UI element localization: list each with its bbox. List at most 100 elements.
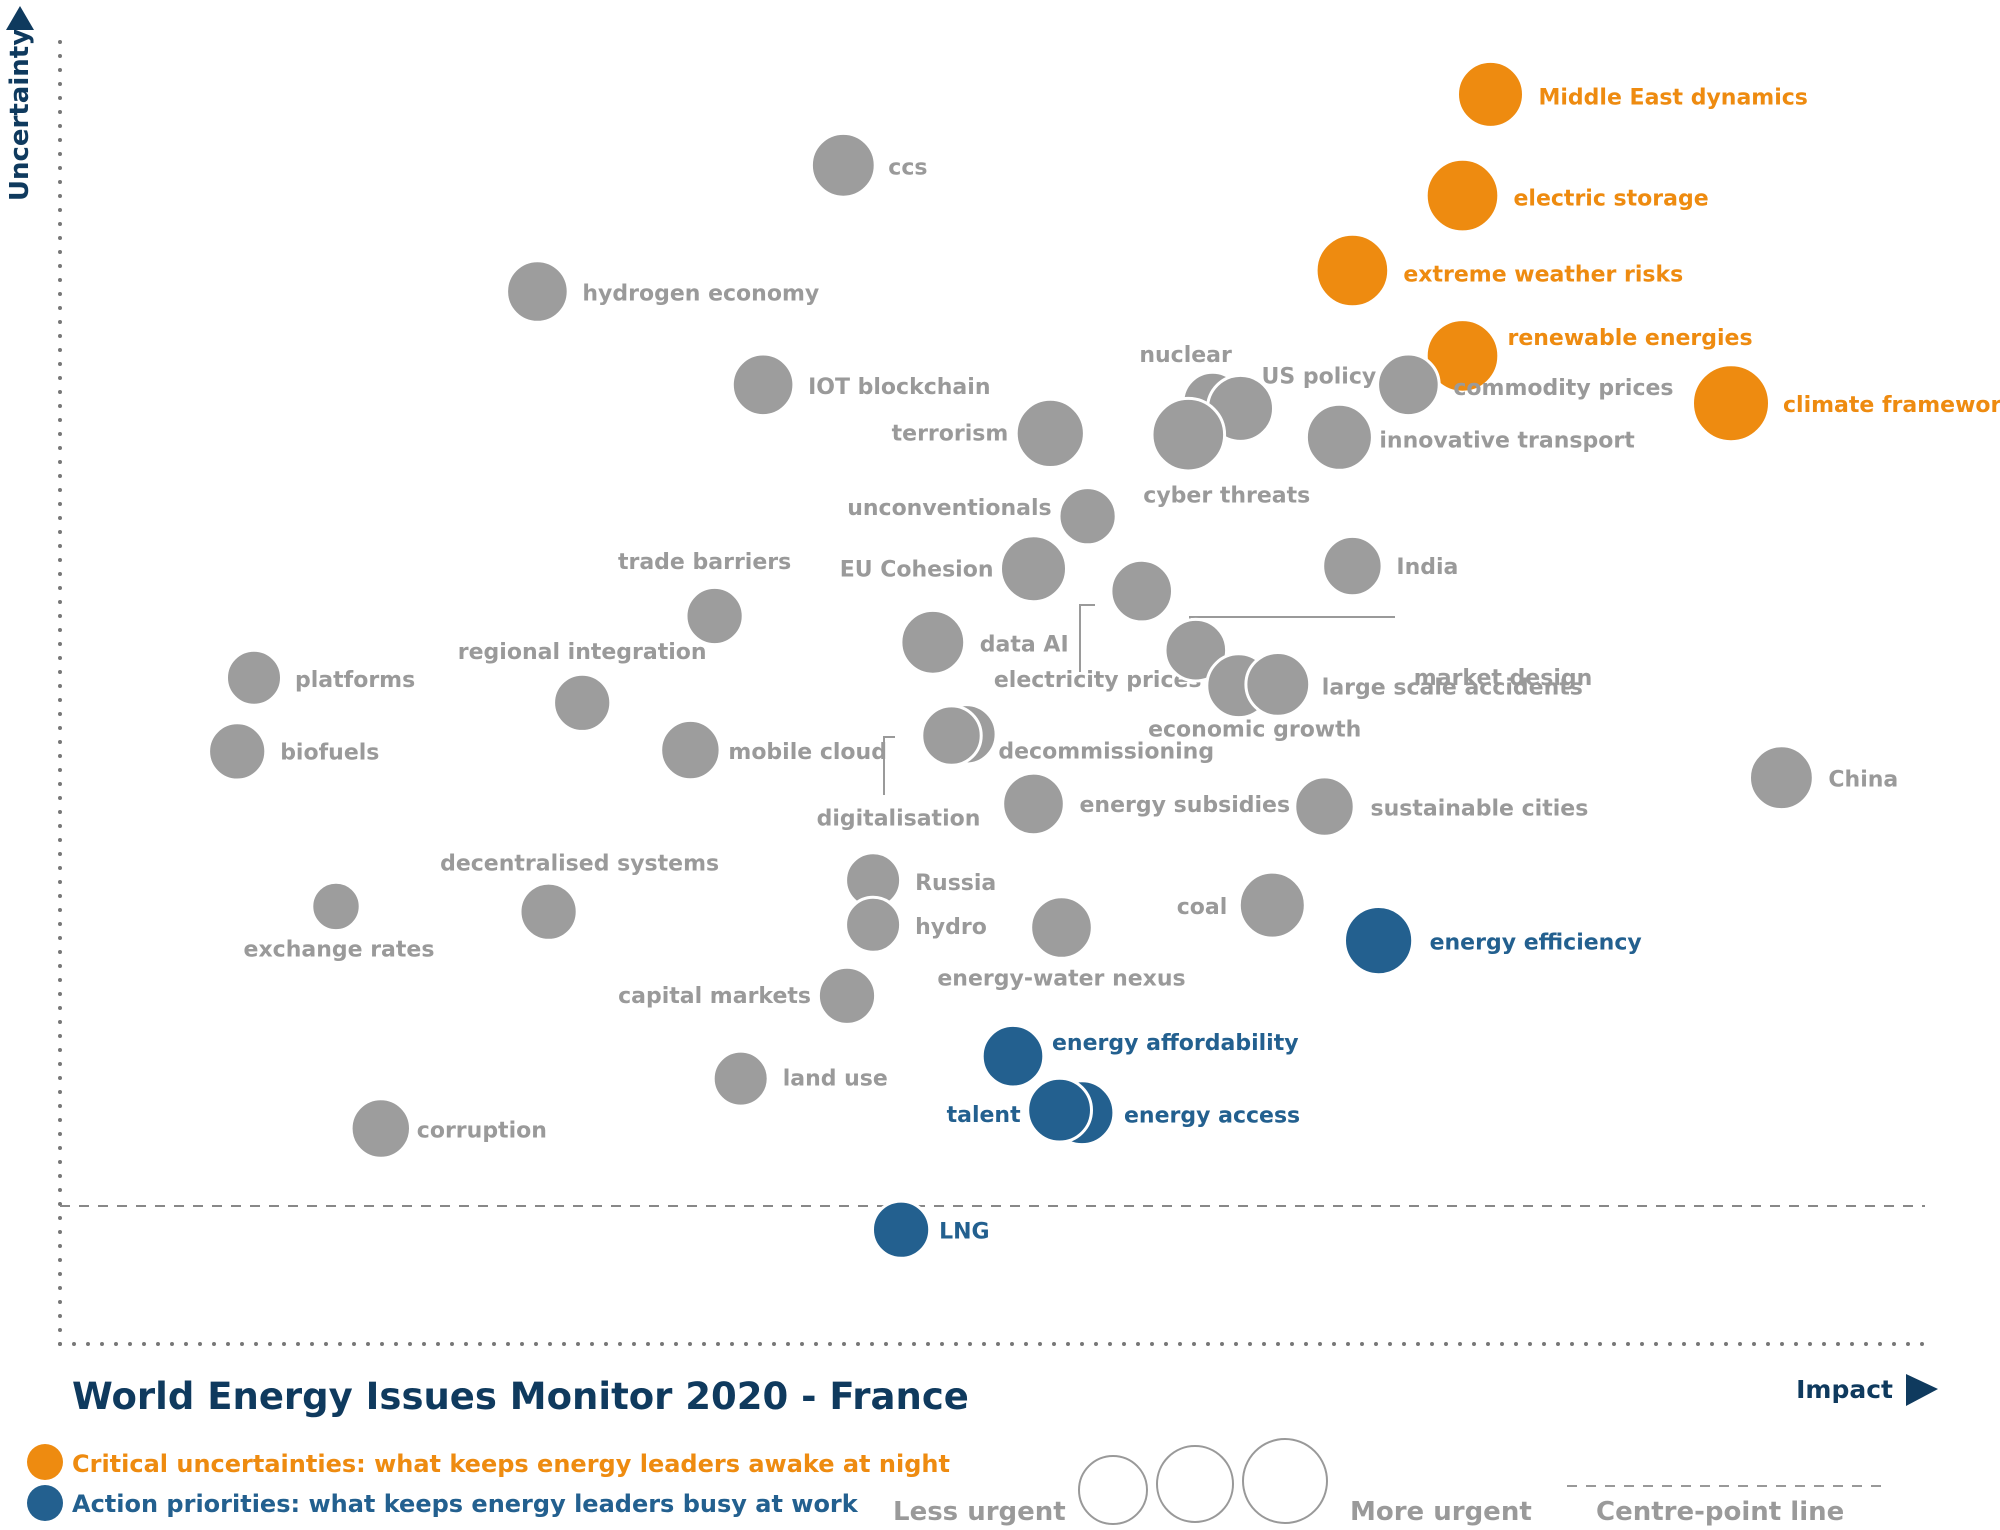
point-label-land-use: land use bbox=[783, 1067, 888, 1092]
point-data-ai: data AI bbox=[899, 608, 1069, 676]
point-lng: LNG bbox=[871, 1199, 990, 1260]
point-label-extreme-weather-risks: extreme weather risks bbox=[1403, 263, 1683, 288]
point-label-india: India bbox=[1396, 555, 1458, 580]
point-cyber-threats: cyber threats bbox=[1143, 396, 1310, 509]
point-iot-blockchain: IOT blockchain bbox=[730, 352, 990, 418]
point-marker-digitalisation bbox=[920, 704, 983, 767]
point-regional-integration: regional integration bbox=[458, 640, 707, 733]
point-label-data-ai: data AI bbox=[980, 632, 1069, 657]
y-axis-label: Uncertainty bbox=[5, 29, 35, 201]
point-russia: Russia bbox=[844, 851, 996, 910]
point-marker-lng bbox=[871, 1199, 932, 1260]
point-capital-markets: capital markets bbox=[618, 965, 878, 1026]
point-label-energy-subsidies: energy subsidies bbox=[1080, 793, 1291, 818]
point-marker-energy-water-nexus bbox=[1029, 895, 1094, 960]
point-marker-unconventionals bbox=[1057, 486, 1118, 547]
point-commodity-prices: commodity prices bbox=[1376, 352, 1674, 418]
point-marker-climate-framework bbox=[1691, 363, 1771, 444]
point-label-decentralised-systems: decentralised systems bbox=[440, 852, 719, 877]
point-label-climate-framework: climate framework bbox=[1783, 393, 2000, 418]
legend-action-label: Action priorities: what keeps energy lea… bbox=[72, 1490, 859, 1518]
point-innovative-transport: innovative transport bbox=[1304, 402, 1635, 472]
point-marker-large-scale-accidents bbox=[1244, 651, 1312, 718]
point-talent: talent bbox=[947, 1076, 1093, 1144]
chart-axes: Uncertainty Impact bbox=[5, 6, 1938, 1406]
point-trade-barriers: trade barriers bbox=[618, 550, 791, 647]
point-marker-platforms bbox=[225, 648, 283, 707]
point-energy-efficiency: energy efficiency bbox=[1343, 905, 1642, 977]
point-biofuels: biofuels bbox=[207, 721, 379, 782]
legend-size-large bbox=[1242, 1438, 1328, 1524]
point-label-sustainable-cities: sustainable cities bbox=[1371, 797, 1589, 822]
point-exchange-rates: exchange rates bbox=[244, 880, 435, 962]
footer: World Energy Issues Monitor 2020 - Franc… bbox=[27, 1375, 1890, 1527]
point-electric-storage: electric storage bbox=[1424, 157, 1709, 234]
point-mobile-cloud: mobile cloud bbox=[659, 718, 887, 782]
legend-critical-label: Critical uncertainties: what keeps energ… bbox=[72, 1450, 950, 1478]
point-label-terrorism: terrorism bbox=[892, 421, 1009, 446]
point-label-us-policy: US policy bbox=[1262, 364, 1377, 389]
legend-size-small bbox=[1078, 1455, 1148, 1525]
point-marker-ccs bbox=[809, 131, 877, 199]
point-eu-cohesion: EU Cohesion bbox=[840, 534, 1068, 604]
point-label-energy-access: energy access bbox=[1124, 1104, 1300, 1129]
point-hydro: hydro bbox=[844, 895, 987, 954]
point-label-mobile-cloud: mobile cloud bbox=[728, 740, 887, 765]
point-marker-china bbox=[1748, 744, 1815, 812]
point-marker-eu-cohesion bbox=[999, 534, 1068, 604]
point-terrorism: terrorism bbox=[892, 397, 1086, 469]
data-points: Middle East dynamics electric storage extr… bbox=[207, 59, 2000, 1260]
point-energy-subsidies: energy subsidies bbox=[1001, 771, 1291, 837]
point-label-commodity-prices: commodity prices bbox=[1453, 376, 1673, 401]
point-label-talent: talent bbox=[947, 1103, 1021, 1128]
point-energy-water-nexus: energy-water nexus bbox=[937, 895, 1186, 992]
point-marker-hydrogen-economy bbox=[505, 259, 570, 324]
point-label-energy-affordability: energy affordability bbox=[1052, 1031, 1299, 1056]
point-marker-extreme-weather-risks bbox=[1314, 232, 1391, 309]
point-label-capital-markets: capital markets bbox=[618, 984, 811, 1009]
point-marker-coal bbox=[1237, 870, 1307, 940]
x-axis-arrow bbox=[1906, 1374, 1938, 1406]
point-corruption: corruption bbox=[349, 1097, 547, 1160]
legend-less-urgent: Less urgent bbox=[893, 1497, 1066, 1527]
point-platforms: platforms bbox=[225, 648, 415, 707]
point-label-regional-integration: regional integration bbox=[458, 640, 707, 665]
point-marker-biofuels bbox=[207, 721, 268, 782]
x-axis-label: Impact bbox=[1796, 1375, 1893, 1404]
point-label-innovative-transport: innovative transport bbox=[1379, 428, 1635, 453]
point-sustainable-cities: sustainable cities bbox=[1293, 775, 1589, 838]
point-label-trade-barriers: trade barriers bbox=[618, 550, 791, 575]
point-extreme-weather-risks: extreme weather risks bbox=[1314, 232, 1683, 309]
point-label-energy-efficiency: energy efficiency bbox=[1430, 931, 1642, 956]
point-ccs: ccs bbox=[809, 131, 927, 199]
point-label-renewable-energies: renewable energies bbox=[1508, 326, 1753, 351]
point-marker-hydro bbox=[844, 895, 903, 954]
point-label-coal: coal bbox=[1177, 895, 1228, 920]
point-marker-trade-barriers bbox=[684, 585, 745, 647]
point-marker-decentralised-systems bbox=[518, 881, 579, 942]
point-marker-energy-subsidies bbox=[1001, 771, 1066, 837]
point-middle-east-dynamics: Middle East dynamics bbox=[1456, 59, 1808, 129]
point-label-lng: LNG bbox=[939, 1220, 990, 1245]
point-marker-terrorism bbox=[1014, 397, 1086, 469]
point-marker-land-use bbox=[711, 1049, 770, 1108]
point-marker-talent bbox=[1026, 1076, 1093, 1144]
legend-action-swatch bbox=[27, 1485, 63, 1521]
point-label-platforms: platforms bbox=[295, 668, 415, 693]
point-marker-market-design bbox=[1163, 617, 1229, 683]
point-large-scale-accidents: large scale accidents bbox=[1244, 651, 1583, 718]
point-label-ccs: ccs bbox=[888, 155, 927, 180]
point-marker-innovative-transport bbox=[1304, 402, 1374, 472]
point-label-economic-growth: economic growth bbox=[1148, 718, 1361, 743]
point-label-digitalisation: digitalisation bbox=[817, 807, 981, 832]
point-label-iot-blockchain: IOT blockchain bbox=[808, 375, 990, 400]
point-marker-sustainable-cities bbox=[1293, 775, 1356, 838]
point-marker-cyber-threats bbox=[1150, 396, 1227, 473]
point-label-hydrogen-economy: hydrogen economy bbox=[582, 282, 819, 307]
point-marker-energy-affordability bbox=[980, 1023, 1046, 1089]
point-label-electric-storage: electric storage bbox=[1514, 187, 1709, 212]
point-label-large-scale-accidents: large scale accidents bbox=[1322, 675, 1583, 700]
point-label-exchange-rates: exchange rates bbox=[244, 937, 435, 962]
point-marker-middle-east-dynamics bbox=[1456, 59, 1525, 129]
